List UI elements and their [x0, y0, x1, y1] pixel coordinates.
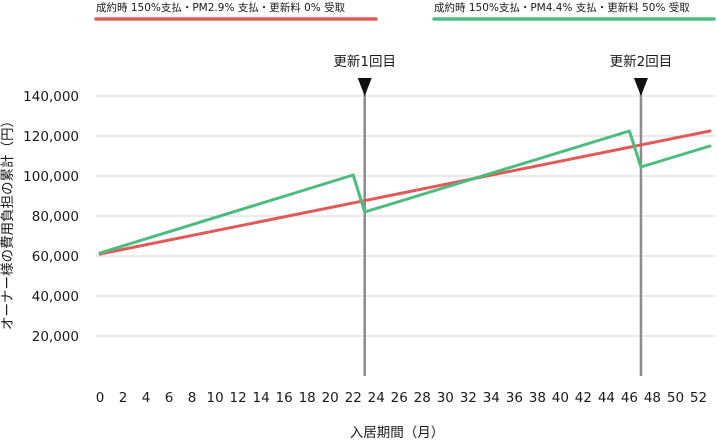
- legend-label-series-1: 成約時 150%支払・PM2.9% 支払・更新料 0% 受取: [96, 1, 346, 14]
- x-tick-label: 50: [667, 390, 684, 406]
- renewal-marker-arrow-icon: [633, 78, 648, 96]
- x-tick-label: 36: [506, 390, 523, 406]
- x-tick-label: 30: [437, 390, 454, 406]
- renewal-markers: 更新1回目 更新2回目: [333, 54, 672, 376]
- series-line-2: [98, 129, 712, 255]
- series-lines: [98, 129, 712, 256]
- x-tick-label: 42: [575, 390, 592, 406]
- x-tick-label: 34: [483, 390, 500, 406]
- x-tick-label: 18: [299, 390, 316, 406]
- x-tick-label: 24: [368, 390, 385, 406]
- x-tick-label: 16: [276, 390, 293, 406]
- x-tick-label: 38: [529, 390, 546, 406]
- x-tick-label: 0: [96, 390, 105, 406]
- x-tick-label: 12: [230, 390, 247, 406]
- gridlines: [96, 95, 715, 337]
- x-tick-label: 40: [552, 390, 569, 406]
- x-tick-label: 44: [598, 390, 615, 406]
- renewal-marker-arrow-icon: [357, 78, 372, 96]
- x-tick-label: 10: [207, 390, 224, 406]
- y-axis-title: オーナー様の費用負担の累計（円）: [0, 114, 16, 330]
- x-tick-label: 28: [414, 390, 431, 406]
- y-tick-label: 20,000: [32, 329, 79, 345]
- y-tick-label: 100,000: [23, 169, 79, 185]
- renewal-marker-label: 更新2回目: [610, 54, 673, 70]
- x-tick-label: 26: [391, 390, 408, 406]
- legend: 成約時 150%支払・PM2.9% 支払・更新料 0% 受取 成約時 150%支…: [94, 1, 716, 21]
- x-axis-title: 入居期間（月）: [350, 425, 445, 441]
- x-tick-label: 2: [119, 390, 128, 406]
- renewal-marker-label: 更新1回目: [333, 54, 396, 70]
- legend-label-series-2: 成約時 150%支払・PM4.4% 支払・更新料 50% 受取: [434, 1, 690, 14]
- y-axis-tick-labels: 20,000 40,000 60,000 80,000 100,000 120,000 14…: [23, 89, 79, 345]
- x-tick-label: 48: [644, 390, 661, 406]
- x-axis-tick-labels: 0 2 4 6 8 10 12 14 16 18 20 22 24 26 28 30 32 34 36 38 40 42 4…: [96, 390, 707, 406]
- y-tick-label: 40,000: [32, 289, 79, 305]
- y-tick-label: 80,000: [32, 209, 79, 225]
- y-tick-label: 140,000: [23, 89, 79, 105]
- x-tick-label: 14: [253, 390, 270, 406]
- y-tick-label: 120,000: [23, 129, 79, 145]
- x-tick-label: 32: [460, 390, 477, 406]
- x-tick-label: 22: [345, 390, 362, 406]
- x-tick-label: 20: [322, 390, 339, 406]
- x-tick-label: 8: [188, 390, 197, 406]
- x-tick-label: 6: [165, 390, 174, 406]
- series-line-1: [98, 129, 712, 256]
- x-tick-label: 46: [621, 390, 638, 406]
- x-tick-label: 4: [142, 390, 151, 406]
- x-tick-label: 52: [690, 390, 707, 406]
- y-tick-label: 60,000: [32, 249, 79, 265]
